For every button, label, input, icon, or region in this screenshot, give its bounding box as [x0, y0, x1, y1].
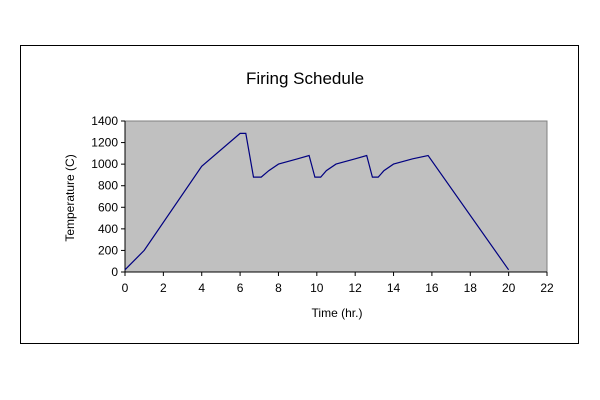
- x-tick-label: 2: [160, 281, 167, 295]
- plot-area: [124, 120, 548, 273]
- chart-frame: Firing Schedule 0 200 400 600 800 1000 1200 140…: [20, 45, 579, 344]
- series-line: [124, 132, 510, 271]
- y-tick-label: 200: [98, 243, 118, 257]
- x-axis: 0 2 4 6 8 10 12 14 16 18 20 22: [122, 271, 554, 295]
- x-tick-label: 0: [122, 281, 129, 295]
- y-tick-label: 600: [98, 200, 118, 214]
- y-tick-label: 1400: [91, 114, 118, 128]
- y-tick-label: 1200: [91, 136, 118, 150]
- x-tick-label: 6: [237, 281, 244, 295]
- chart-title: Firing Schedule: [246, 69, 364, 88]
- x-axis-title: Time (hr.): [312, 306, 363, 320]
- y-tick-label: 0: [111, 265, 118, 279]
- x-tick-label: 14: [387, 281, 401, 295]
- x-tick-label: 12: [349, 281, 363, 295]
- x-tick-label: 20: [502, 281, 516, 295]
- x-tick-label: 22: [540, 281, 554, 295]
- x-tick-label: 8: [275, 281, 282, 295]
- x-tick-label: 10: [310, 281, 324, 295]
- y-axis-title: Temperature (C): [63, 154, 77, 241]
- x-tick-label: 18: [464, 281, 478, 295]
- x-tick-label: 4: [198, 281, 205, 295]
- chart-svg: Firing Schedule 020040060080010001200140…: [63, 69, 554, 320]
- y-axis: 0 200 400 600 800 1000 1200 1400: [91, 114, 126, 279]
- y-tick-label: 400: [98, 222, 118, 236]
- y-tick-label: 800: [98, 179, 118, 193]
- x-tick-label: 16: [425, 281, 439, 295]
- y-tick-label: 1000: [91, 157, 118, 171]
